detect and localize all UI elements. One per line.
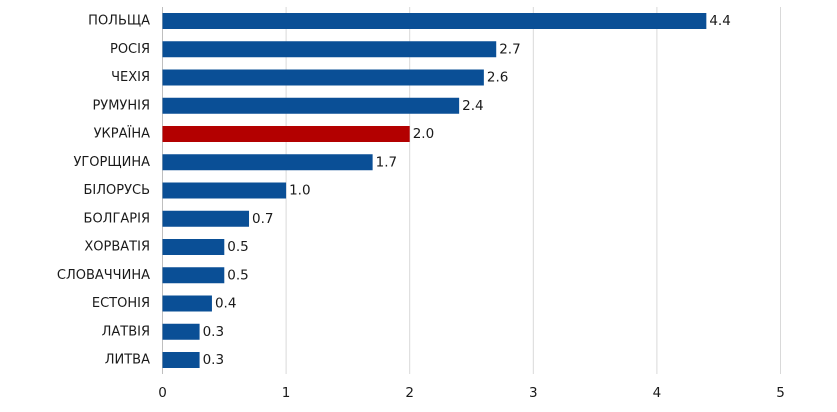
category-label: СЛОВАЧЧИНА <box>57 268 150 283</box>
category-label: ЛИТВА <box>105 353 150 368</box>
data-label: 4.4 <box>709 13 730 29</box>
bar <box>162 126 410 142</box>
data-label: 0.7 <box>252 211 273 227</box>
x-tick-label: 3 <box>529 385 538 401</box>
category-label: ПОЛЬЩА <box>88 14 150 29</box>
category-label: БІЛОРУСЬ <box>83 183 150 198</box>
bar <box>162 210 250 227</box>
bar <box>162 323 200 340</box>
grid-lines <box>162 7 781 374</box>
bar <box>162 13 707 29</box>
category-label: УКРАЇНА <box>94 126 150 142</box>
bar <box>162 97 460 114</box>
category-labels: ПОЛЬЩА РОСІЯ ЧЕХІЯ РУМУНІЯ УКРАЇНА УГОРЩИНА БІ… <box>57 14 150 368</box>
data-label: 0.5 <box>227 239 248 255</box>
data-label: 2.0 <box>413 126 434 142</box>
data-label: 1.0 <box>289 183 310 199</box>
data-label: 2.6 <box>487 70 508 86</box>
category-label: ЛАТВІЯ <box>102 324 150 339</box>
category-label: БОЛГАРІЯ <box>84 211 150 226</box>
category-label: ЕСТОНІЯ <box>92 296 150 311</box>
x-tick-label: 4 <box>653 385 662 401</box>
category-label: ХОРВАТІЯ <box>84 240 150 255</box>
data-label: 0.3 <box>203 352 224 368</box>
category-label: РОСІЯ <box>110 42 150 57</box>
bar <box>162 239 225 255</box>
x-tick-label: 0 <box>158 385 167 401</box>
data-label: 0.3 <box>203 324 224 340</box>
bar <box>162 154 373 171</box>
data-label: 0.5 <box>227 267 248 283</box>
x-tick-label: 2 <box>405 385 414 401</box>
data-label: 0.4 <box>215 296 236 312</box>
category-label: РУМУНІЯ <box>92 98 150 113</box>
category-label: УГОРЩИНА <box>73 155 150 170</box>
bar <box>162 267 225 284</box>
data-label: 2.4 <box>462 98 483 114</box>
bars <box>162 13 707 368</box>
bar <box>162 182 287 199</box>
x-tick-label: 1 <box>282 385 291 401</box>
bar <box>162 295 212 312</box>
x-tick-label: 5 <box>776 385 785 401</box>
category-label: ЧЕХІЯ <box>111 70 150 85</box>
value-labels: 4.42.72.62.42.01.71.00.70.50.50.40.30.3 <box>203 13 731 368</box>
bar <box>162 352 200 368</box>
data-label: 2.7 <box>499 41 520 57</box>
data-label: 1.7 <box>376 154 397 170</box>
bar <box>162 69 484 86</box>
x-axis-ticks: 0 1 2 3 4 5 <box>158 385 785 401</box>
bar <box>162 41 497 58</box>
